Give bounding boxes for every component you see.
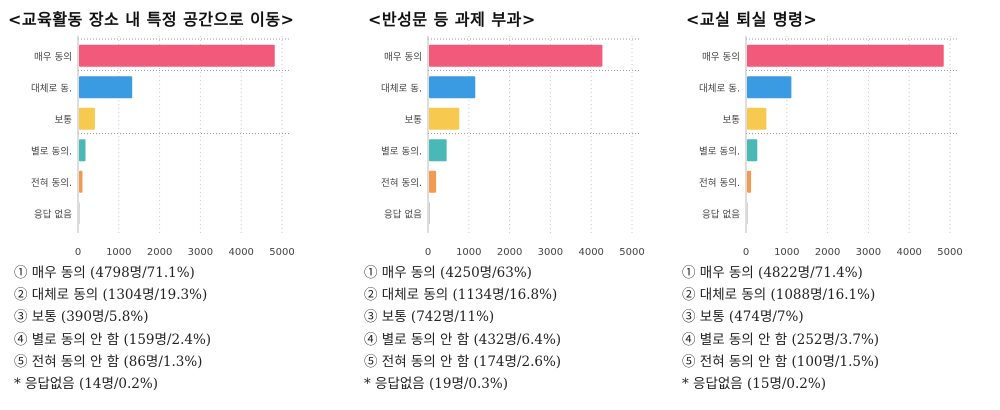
x-tick-label: 3000 bbox=[188, 247, 213, 258]
note-line: ② 대체로 동의 (1088명/16.1%) bbox=[682, 287, 876, 304]
note-line: * 응답없음 (15명/0.2%) bbox=[682, 376, 826, 393]
x-tick-label: 1000 bbox=[106, 247, 131, 258]
bar bbox=[747, 44, 944, 67]
category-label: 대체로 동. bbox=[699, 83, 740, 94]
note-line: ⑤ 전혀 동의 안 함 (86명/1.3%) bbox=[14, 353, 203, 370]
category-label: 전혀 동의. bbox=[381, 178, 422, 189]
category-label: 전혀 동의. bbox=[31, 178, 72, 189]
x-tick-label: 3000 bbox=[856, 247, 881, 258]
note-line: ① 매우 동의 (4250명/63%) bbox=[364, 265, 532, 281]
note-line: ⑤ 전혀 동의 안 함 (174명/2.6%) bbox=[364, 353, 562, 370]
note-line: ④ 별로 동의 안 함 (432명/6.4%) bbox=[364, 331, 562, 348]
category-label: 매우 동의 bbox=[384, 52, 422, 63]
category-label: 별로 동의. bbox=[699, 146, 740, 157]
x-tick-label: 1000 bbox=[774, 247, 799, 258]
x-tick-label: 2000 bbox=[497, 247, 522, 258]
note-line: ③ 보통 (390명/5.8%) bbox=[14, 309, 149, 326]
x-tick-label: 4000 bbox=[228, 247, 253, 258]
bar bbox=[79, 107, 95, 130]
note-line: ② 대체로 동의 (1304명/19.3%) bbox=[14, 287, 208, 304]
note-line: * 응답없음 (14명/0.2%) bbox=[14, 376, 158, 393]
bar bbox=[747, 76, 792, 99]
bar bbox=[79, 44, 275, 67]
bar bbox=[747, 170, 752, 193]
x-tick-label: 5000 bbox=[619, 247, 644, 258]
bar bbox=[747, 107, 767, 130]
note-line: ② 대체로 동의 (1134명/16.8%) bbox=[364, 287, 558, 304]
category-label: 전혀 동의. bbox=[699, 178, 740, 189]
chart-title: <교실 퇴실 명령> bbox=[686, 10, 818, 29]
category-label: 보통 bbox=[55, 115, 73, 126]
bar bbox=[429, 107, 460, 130]
category-label: 보통 bbox=[405, 115, 423, 126]
x-tick-label: 2000 bbox=[147, 247, 172, 258]
bar bbox=[79, 170, 83, 193]
bar bbox=[79, 76, 133, 99]
note-line: ① 매우 동의 (4798명/71.1%) bbox=[14, 265, 195, 281]
note-line: ③ 보통 (742명/11%) bbox=[364, 309, 495, 326]
bar bbox=[79, 202, 80, 225]
note-line: * 응답없음 (19명/0.3%) bbox=[364, 376, 508, 393]
note-line: ④ 별로 동의 안 함 (159명/2.4%) bbox=[14, 331, 212, 348]
x-tick-label: 3000 bbox=[538, 247, 563, 258]
x-tick-label: 4000 bbox=[578, 247, 603, 258]
bar bbox=[747, 202, 748, 225]
legend-notes: ① 매우 동의 (4250명/63%) ② 대체로 동의 (1134명/16.8… bbox=[364, 262, 561, 395]
bar bbox=[429, 202, 430, 225]
chart-title: <반성문 등 과제 부과> bbox=[368, 10, 536, 29]
x-tick-label: 5000 bbox=[937, 247, 962, 258]
bar bbox=[429, 139, 447, 162]
note-line: ① 매우 동의 (4822명/71.4%) bbox=[682, 265, 863, 281]
bar bbox=[429, 170, 437, 193]
category-label: 별로 동의. bbox=[31, 146, 72, 157]
x-tick-label: 0 bbox=[425, 247, 431, 258]
legend-notes: ① 매우 동의 (4798명/71.1%) ② 대체로 동의 (1304명/19… bbox=[14, 262, 211, 395]
chart-title: <교육활동 장소 내 특정 공간으로 이동> bbox=[8, 10, 295, 29]
bar bbox=[429, 76, 476, 99]
x-tick-label: 1000 bbox=[456, 247, 481, 258]
x-tick-label: 0 bbox=[75, 247, 81, 258]
category-label: 매우 동의 bbox=[702, 52, 740, 63]
category-label: 보통 bbox=[723, 115, 741, 126]
category-label: 별로 동의. bbox=[381, 146, 422, 157]
note-line: ③ 보통 (474명/7%) bbox=[682, 309, 804, 326]
category-label: 응답 없음 bbox=[384, 208, 422, 220]
note-line: ⑤ 전혀 동의 안 함 (100명/1.5%) bbox=[682, 353, 880, 370]
x-tick-label: 4000 bbox=[896, 247, 921, 258]
category-label: 대체로 동. bbox=[381, 83, 422, 94]
category-label: 응답 없음 bbox=[702, 208, 740, 220]
category-label: 매우 동의 bbox=[34, 52, 72, 63]
bar bbox=[429, 44, 603, 67]
note-line: ④ 별로 동의 안 함 (252명/3.7%) bbox=[682, 331, 880, 348]
bar bbox=[79, 139, 86, 162]
bar bbox=[747, 139, 758, 162]
category-label: 대체로 동. bbox=[31, 83, 72, 94]
legend-notes: ① 매우 동의 (4822명/71.4%) ② 대체로 동의 (1088명/16… bbox=[682, 262, 879, 395]
category-label: 응답 없음 bbox=[34, 208, 72, 220]
x-tick-label: 5000 bbox=[269, 247, 294, 258]
x-tick-label: 0 bbox=[743, 247, 749, 258]
x-tick-label: 2000 bbox=[815, 247, 840, 258]
